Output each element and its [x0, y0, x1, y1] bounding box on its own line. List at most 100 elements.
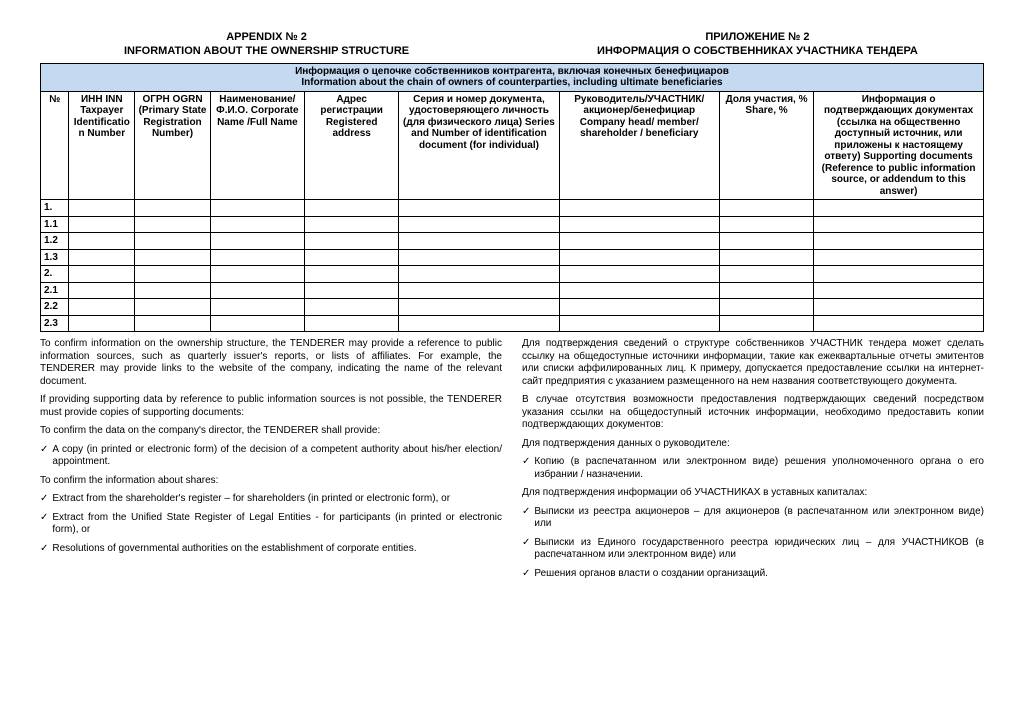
table-band-row: Информация о цепочке собственников контр…	[41, 63, 984, 91]
row-number: 1.	[41, 200, 69, 217]
row-number: 1.3	[41, 249, 69, 266]
empty-cell	[305, 299, 399, 316]
ru-b1: Копию (в распечатанном или электронном в…	[522, 456, 984, 481]
empty-cell	[559, 233, 719, 250]
empty-cell	[399, 299, 559, 316]
empty-cell	[305, 216, 399, 233]
band-en: Information about the chain of owners of…	[44, 77, 980, 89]
check-icon	[40, 493, 48, 506]
empty-cell	[399, 200, 559, 217]
col-head: Руководитель/УЧАСТНИК/акционер/бенефициа…	[559, 91, 719, 200]
empty-cell	[305, 233, 399, 250]
empty-cell	[135, 315, 210, 332]
empty-cell	[399, 282, 559, 299]
empty-cell	[305, 282, 399, 299]
ownership-table: Информация о цепочке собственников контр…	[40, 63, 984, 333]
empty-cell	[719, 216, 813, 233]
empty-cell	[814, 299, 984, 316]
empty-cell	[559, 282, 719, 299]
col-share: Доля участия, % Share, %	[719, 91, 813, 200]
table-band-cell: Информация о цепочке собственников контр…	[41, 63, 984, 91]
empty-cell	[559, 216, 719, 233]
empty-cell	[814, 282, 984, 299]
table-row: 2.2	[41, 299, 984, 316]
table-row: 2.1	[41, 282, 984, 299]
empty-cell	[135, 233, 210, 250]
en-p3: To confirm the data on the company's dir…	[40, 425, 502, 438]
ru-p4: Для подтверждения информации об УЧАСТНИК…	[522, 487, 984, 500]
row-number: 2.2	[41, 299, 69, 316]
row-number: 2.	[41, 266, 69, 283]
empty-cell	[559, 249, 719, 266]
col-ogrn: ОГРН OGRN (Primary State Registration Nu…	[135, 91, 210, 200]
empty-cell	[69, 315, 135, 332]
empty-cell	[559, 266, 719, 283]
empty-cell	[305, 200, 399, 217]
empty-cell	[210, 233, 304, 250]
col-supp: Информация о подтверждающих документах (…	[814, 91, 984, 200]
empty-cell	[719, 266, 813, 283]
ru-p3: Для подтверждения данных о руководителе:	[522, 438, 984, 451]
empty-cell	[210, 282, 304, 299]
check-icon	[522, 568, 530, 581]
empty-cell	[210, 249, 304, 266]
empty-cell	[305, 266, 399, 283]
empty-cell	[814, 216, 984, 233]
band-ru: Информация о цепочке собственников контр…	[44, 66, 980, 78]
empty-cell	[719, 249, 813, 266]
table-row: 2.3	[41, 315, 984, 332]
empty-cell	[559, 315, 719, 332]
empty-cell	[559, 299, 719, 316]
appendix-en-line1: APPENDIX № 2	[40, 30, 493, 44]
empty-cell	[69, 233, 135, 250]
empty-cell	[210, 315, 304, 332]
empty-cell	[135, 216, 210, 233]
appendix-en-line2: INFORMATION ABOUT THE OWNERSHIP STRUCTUR…	[40, 44, 493, 58]
empty-cell	[305, 315, 399, 332]
empty-cell	[719, 315, 813, 332]
empty-cell	[814, 266, 984, 283]
table-row: 1.1	[41, 216, 984, 233]
empty-cell	[135, 282, 210, 299]
en-b4: Resolutions of governmental authorities …	[40, 543, 502, 556]
empty-cell	[399, 266, 559, 283]
check-icon	[522, 506, 530, 531]
empty-cell	[305, 249, 399, 266]
row-number: 2.3	[41, 315, 69, 332]
ru-b3: Выписки из Единого государственного реес…	[522, 537, 984, 562]
appendix-ru-line1: ПРИЛОЖЕНИЕ № 2	[531, 30, 984, 44]
empty-cell	[69, 266, 135, 283]
en-p1: To confirm information on the ownership …	[40, 338, 502, 388]
ru-b4: Решения органов власти о создании органи…	[522, 568, 984, 581]
empty-cell	[210, 299, 304, 316]
empty-cell	[69, 299, 135, 316]
table-row: 2.	[41, 266, 984, 283]
check-icon	[40, 543, 48, 556]
notes-ru: Для подтверждения сведений о структуре с…	[522, 338, 984, 586]
empty-cell	[399, 315, 559, 332]
en-b3: Extract from the Unified State Register …	[40, 512, 502, 537]
empty-cell	[814, 233, 984, 250]
empty-cell	[719, 200, 813, 217]
check-icon	[522, 456, 530, 481]
table-row: 1.	[41, 200, 984, 217]
check-icon	[522, 537, 530, 562]
empty-cell	[814, 315, 984, 332]
ru-p2: В случае отсутствия возможности предоста…	[522, 394, 984, 432]
empty-cell	[719, 299, 813, 316]
row-number: 1.1	[41, 216, 69, 233]
empty-cell	[210, 200, 304, 217]
ru-p1: Для подтверждения сведений о структуре с…	[522, 338, 984, 388]
col-addr: Адрес регистрации Registered address	[305, 91, 399, 200]
empty-cell	[814, 249, 984, 266]
ru-b2: Выписки из реестра акционеров – для акци…	[522, 506, 984, 531]
empty-cell	[210, 266, 304, 283]
en-p4: To confirm the information about shares:	[40, 475, 502, 488]
en-b1: A copy (in printed or electronic form) o…	[40, 444, 502, 469]
empty-cell	[210, 216, 304, 233]
col-inn: ИНН INN Taxpayer Identification Number	[69, 91, 135, 200]
row-number: 1.2	[41, 233, 69, 250]
notes-en: To confirm information on the ownership …	[40, 338, 502, 586]
row-number: 2.1	[41, 282, 69, 299]
empty-cell	[69, 200, 135, 217]
